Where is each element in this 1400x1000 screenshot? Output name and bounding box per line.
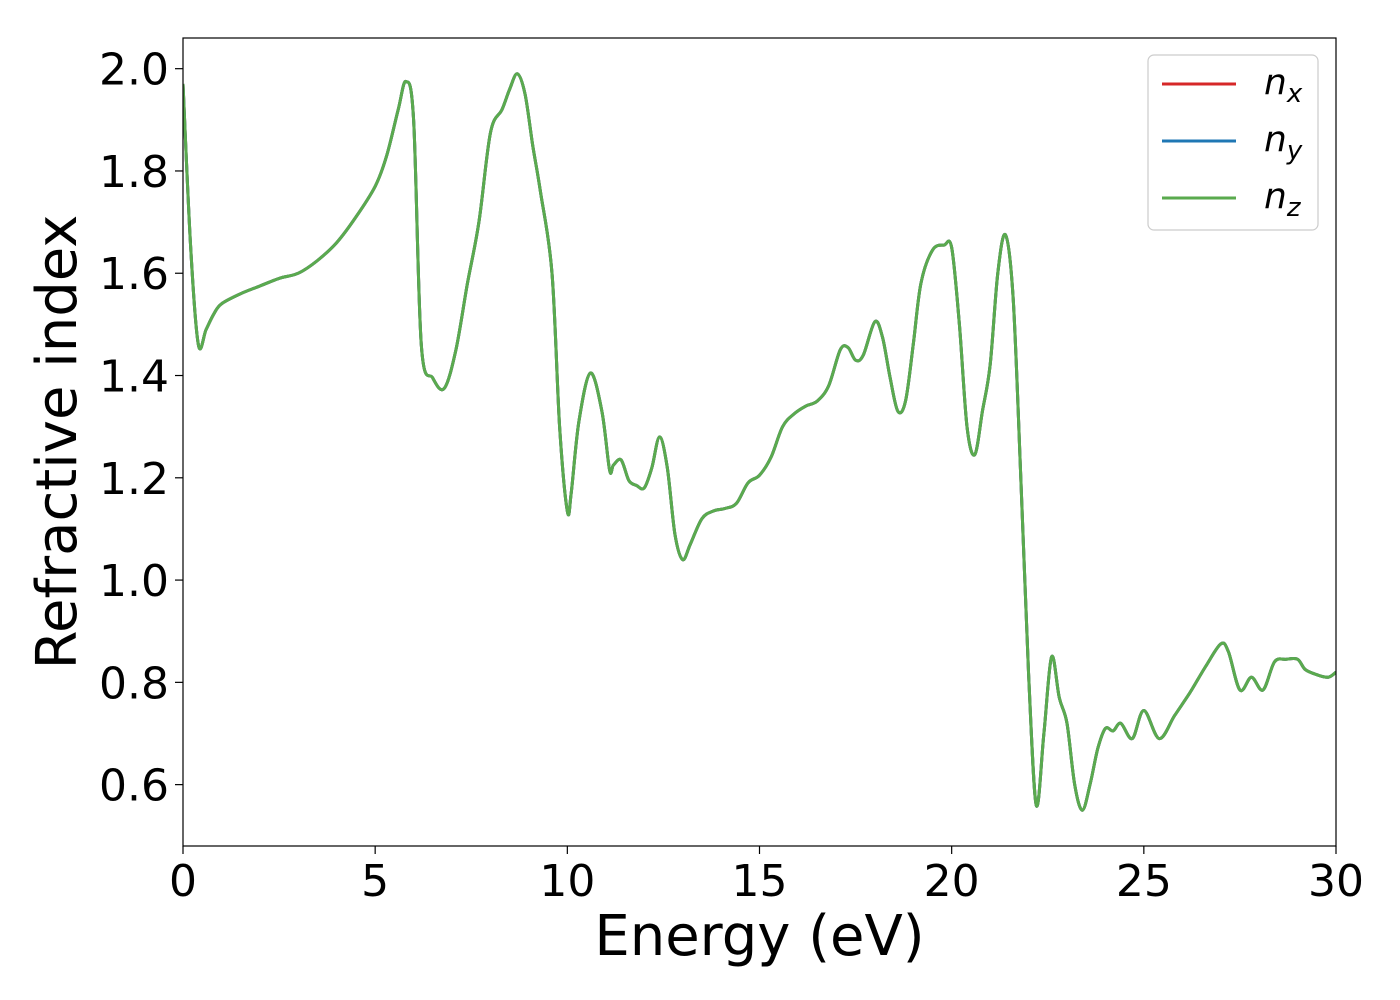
legend-label-n-y: ny xyxy=(1264,119,1303,166)
x-axis-ticks: 0 5 10 15 20 25 30 xyxy=(169,846,1364,907)
series-layer xyxy=(183,72,1336,812)
y-tick-label: 1.2 xyxy=(99,454,169,505)
x-axis-label: Energy (eV) xyxy=(594,904,924,969)
y-tick-label: 0.6 xyxy=(99,761,169,812)
y-axis-label: Refractive index xyxy=(25,215,90,670)
series-line-n-z xyxy=(183,72,1336,812)
x-tick-label: 25 xyxy=(1116,856,1172,907)
y-tick-label: 1.4 xyxy=(99,352,169,403)
x-tick-label: 0 xyxy=(169,856,197,907)
y-tick-label: 1.8 xyxy=(99,147,169,198)
x-tick-label: 30 xyxy=(1308,856,1364,907)
x-tick-label: 20 xyxy=(924,856,980,907)
y-tick-label: 0.8 xyxy=(99,658,169,709)
y-tick-label: 1.0 xyxy=(99,556,169,607)
y-axis-ticks: 0.6 0.8 1.0 1.2 1.4 1.6 1.8 2.0 xyxy=(99,45,183,812)
y-tick-label: 1.6 xyxy=(99,249,169,300)
x-tick-label: 10 xyxy=(539,856,595,907)
x-tick-label: 5 xyxy=(361,856,389,907)
x-tick-label: 15 xyxy=(732,856,788,907)
y-tick-label: 2.0 xyxy=(99,45,169,96)
